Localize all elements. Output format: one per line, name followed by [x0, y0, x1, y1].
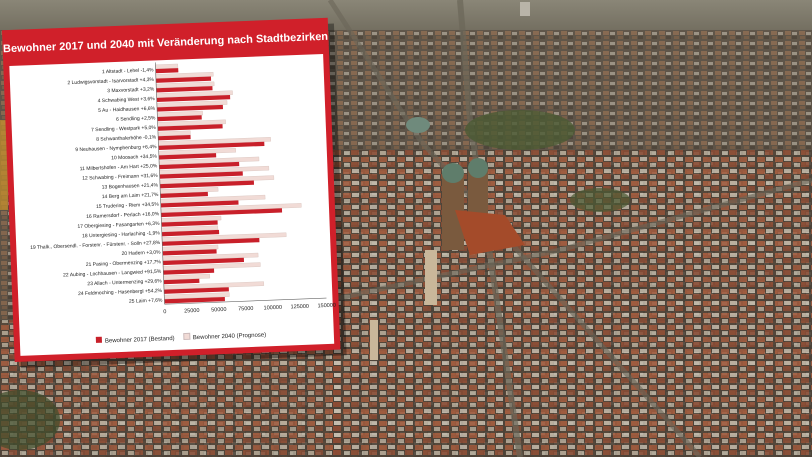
bar-2017 — [160, 191, 208, 198]
bar-2017 — [160, 200, 239, 208]
category-label: 13 Bogenhausen +21,4% — [102, 182, 159, 190]
x-tick-label: 50000 — [211, 307, 227, 314]
bar-2017 — [162, 257, 245, 266]
category-label: 1 Altstadt - Lehel -1,4% — [102, 67, 154, 75]
x-tick-label: 75000 — [238, 306, 254, 313]
category-label: 8 Schwanthalerhöhe -0,1% — [96, 134, 157, 142]
category-label: 20 Hadern +3,0% — [121, 250, 161, 258]
category-label: 4 Schwabing West +3,6% — [98, 96, 156, 104]
y-axis-line — [154, 62, 165, 305]
bar-2017 — [163, 278, 200, 285]
category-label: 24 Feldmoching - Hasenbergl +54,2% — [78, 288, 163, 297]
bar-2017 — [159, 171, 243, 179]
category-label: 18 Untergiesing - Harlaching -1,9% — [82, 230, 161, 239]
bar-2017 — [156, 94, 231, 103]
x-tick-label: 25000 — [184, 308, 200, 315]
category-label: 23 Allach - Untermenzing +29,6% — [87, 278, 162, 287]
category-label: 21 Pasing - Obermenzing +17,7% — [86, 259, 162, 268]
bar-2017 — [162, 237, 260, 246]
category-label: 7 Sendling - Westpark +5,0% — [91, 125, 157, 134]
category-label: 12 Schwabing - Freimann +31,6% — [82, 173, 158, 182]
legend-swatch-2017 — [95, 336, 103, 343]
bar-2017 — [156, 86, 213, 93]
category-label: 6 Sendling +2,5% — [116, 115, 156, 123]
bar-2017 — [161, 208, 283, 218]
category-label: 25 Laim +7,6% — [129, 298, 163, 305]
bar-2017 — [157, 124, 223, 131]
bar-2017 — [163, 268, 215, 275]
bar-2017 — [161, 220, 218, 227]
bar-2017 — [155, 76, 212, 83]
category-label: 2 Ludwigsvorstadt - Isarvorstadt +4,3% — [67, 77, 154, 86]
x-tick-label: 125000 — [290, 304, 309, 311]
category-label: 16 Ramersdorf - Perlach +16,0% — [86, 211, 160, 220]
category-label: 5 Au - Haidhausen +6,6% — [98, 106, 156, 114]
bar-2017 — [158, 134, 191, 141]
bar-2017 — [158, 141, 265, 151]
x-tick-label: 100000 — [264, 305, 283, 312]
category-label: 22 Aubing - Lochhausen - Langwied +91,5% — [63, 269, 162, 279]
x-axis-line — [164, 297, 327, 305]
frauenkirche — [442, 158, 525, 255]
bar-2040 — [155, 63, 179, 70]
x-tick-label: 0 — [163, 309, 166, 315]
category-label: 11 Milbertshofen - Am Hart +25,0% — [80, 163, 158, 172]
bar-2017 — [159, 180, 255, 189]
legend: Bewohner 2017 (Bestand) Bewohner 2040 (P… — [95, 332, 267, 345]
bar-2017 — [162, 249, 217, 256]
category-label: 14 Berg am Laim +21,7% — [102, 192, 159, 200]
bar-2017 — [157, 104, 224, 112]
category-label: 9 Neuhausen - Nymphenburg +6,4% — [75, 144, 157, 153]
legend-label-2040: Bewohner 2040 (Prognose) — [193, 332, 267, 341]
legend-label-2017: Bewohner 2017 (Bestand) — [105, 336, 175, 345]
category-label: 3 Maxvorstadt +3,2% — [107, 86, 155, 94]
category-label: 17 Obergiesing - Fasangarten +6,3% — [77, 221, 160, 230]
bar-2017 — [158, 153, 217, 160]
bar-2017 — [157, 115, 202, 122]
category-label: 15 Trudering - Riem +34,5% — [96, 202, 159, 210]
category-label: 10 Moosach +34,5% — [111, 154, 157, 162]
bar-2017 — [155, 68, 179, 74]
x-tick-label: 150000 — [317, 303, 336, 310]
bar-2017 — [161, 229, 220, 237]
bar-2017 — [164, 287, 229, 294]
bar-2017 — [164, 296, 225, 304]
bar-2017 — [159, 161, 240, 170]
legend-swatch-2040 — [183, 332, 191, 341]
category-label: 19 Thalk., Obersendl. - Forstenr. - Fürs… — [30, 240, 161, 251]
